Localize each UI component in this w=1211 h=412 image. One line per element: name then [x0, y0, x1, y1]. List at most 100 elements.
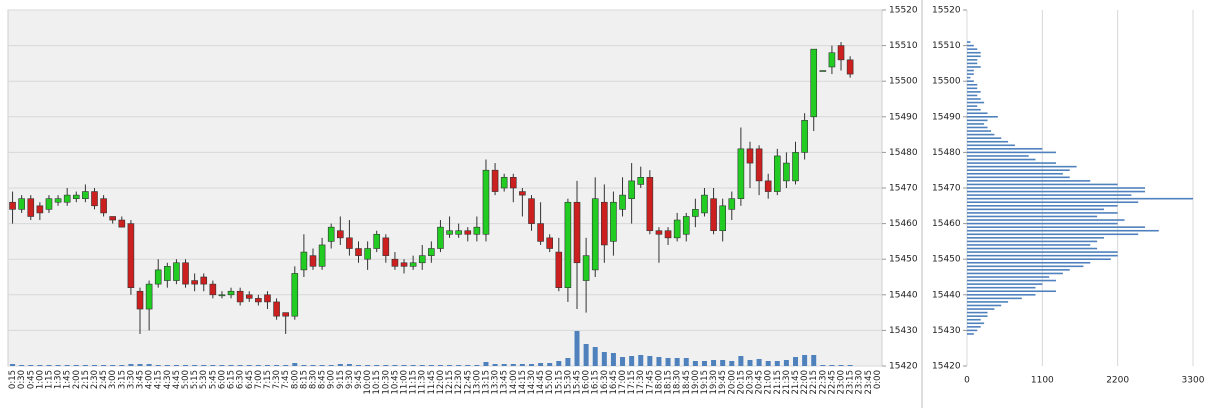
x-tick-label: 14:15 [518, 370, 528, 395]
volume-bar [19, 365, 25, 366]
volume-bar [274, 365, 280, 366]
candle-body [400, 262, 408, 267]
candle-body [109, 216, 116, 221]
profile-bar [967, 155, 1029, 157]
y-tick-label: 15490 [932, 112, 961, 122]
candle-body [619, 194, 626, 210]
y-tick-label: 15470 [889, 184, 918, 194]
profile-bar [967, 48, 978, 50]
x-tick-label: 12:45 [463, 370, 473, 395]
volume-bar [310, 365, 316, 366]
volume-bar [738, 356, 744, 366]
x-tick-label: 1100 [1031, 376, 1054, 386]
profile-bar [967, 101, 985, 104]
profile-bar [967, 80, 974, 82]
volume-bar [419, 365, 425, 366]
profile-bar [967, 318, 981, 321]
profile-bar [967, 333, 974, 335]
candle-body [828, 52, 836, 68]
candle-body [837, 45, 845, 61]
profile-bar [967, 133, 995, 136]
volume-bar [173, 365, 179, 366]
volume-bar [356, 365, 362, 366]
profile-bar [967, 162, 1057, 164]
candle-body [464, 230, 472, 235]
candle-body [455, 230, 462, 235]
y-tick-label: 15430 [932, 326, 961, 336]
x-tick-label: 6:30 [236, 370, 246, 389]
volume-bar [683, 358, 689, 366]
profile-bar [967, 244, 1091, 246]
x-tick-label: 2:00 [72, 370, 82, 389]
x-tick-label: 22:00 [800, 370, 810, 395]
profile-bar [967, 322, 985, 325]
candle-body [555, 251, 563, 288]
candle-body [282, 312, 289, 317]
candle-body [236, 290, 244, 303]
x-tick-label: 21:30 [782, 370, 792, 395]
candle-body [728, 198, 736, 210]
candle-body [18, 198, 25, 210]
profile-bar [967, 208, 1104, 211]
candle-body [500, 177, 508, 189]
volume-bar [629, 356, 635, 366]
y-tick-label: 15450 [932, 255, 961, 265]
x-tick-label: 7:30 [272, 370, 282, 389]
x-tick-label: 3300 [1182, 376, 1205, 386]
y-tick-label: 15500 [932, 77, 961, 87]
candle-body [528, 198, 535, 224]
x-tick-label: 18:00 [654, 370, 664, 395]
volume-bar [747, 360, 753, 366]
x-tick-label: 3:30 [126, 370, 136, 389]
volume-bar [428, 365, 434, 366]
candle-body [810, 48, 818, 118]
profile-bar [967, 76, 971, 79]
volume-bar [219, 365, 225, 366]
volume-bar [192, 365, 198, 366]
x-tick-label: 23:00 [837, 370, 847, 395]
y-tick-label: 15490 [889, 112, 918, 122]
volume-bar [793, 357, 799, 366]
candle-body [746, 148, 754, 164]
y-tick-label: 15470 [932, 184, 961, 194]
profile-bar [967, 66, 981, 68]
candle-body [173, 262, 180, 281]
y-tick-label: 15460 [932, 219, 961, 229]
volume-bar [383, 365, 389, 366]
volume-bar [647, 356, 653, 366]
profile-bar [967, 247, 1098, 250]
x-tick-label: 23:45 [864, 370, 874, 395]
candle-body [218, 294, 226, 297]
profile-bar [967, 194, 1132, 196]
x-tick-label: 2:45 [99, 370, 109, 389]
volume-bar [829, 365, 835, 366]
x-tick-label: 13:00 [472, 370, 482, 395]
x-tick-label: 4:45 [172, 370, 182, 389]
candle-body [710, 198, 717, 232]
x-tick-label: 23:30 [855, 370, 865, 395]
profile-bar [967, 237, 1104, 239]
x-tick-label: 19:30 [709, 370, 719, 395]
x-tick-label: 0:30 [17, 370, 27, 389]
volume-bar [656, 357, 662, 366]
volume-bar [337, 364, 343, 366]
candle-body [509, 177, 517, 189]
volume-bar [346, 364, 352, 366]
candle-body [418, 255, 426, 264]
x-tick-label: 4:15 [154, 370, 164, 389]
volume-bar [501, 364, 507, 366]
candle-body [91, 191, 98, 207]
volume-bar [483, 362, 489, 366]
x-tick-label: 4:00 [145, 370, 155, 389]
volume-bar [620, 357, 626, 366]
y-tick-label: 15440 [932, 290, 961, 300]
y-tick-label: 15450 [889, 255, 918, 265]
profile-bar [967, 205, 1118, 207]
profile-bar [967, 44, 974, 47]
x-tick-label: 15:15 [554, 370, 564, 395]
profile-bar [967, 169, 1070, 171]
candle-body [628, 180, 635, 199]
candle-body [200, 276, 208, 285]
candle-body [801, 120, 808, 153]
